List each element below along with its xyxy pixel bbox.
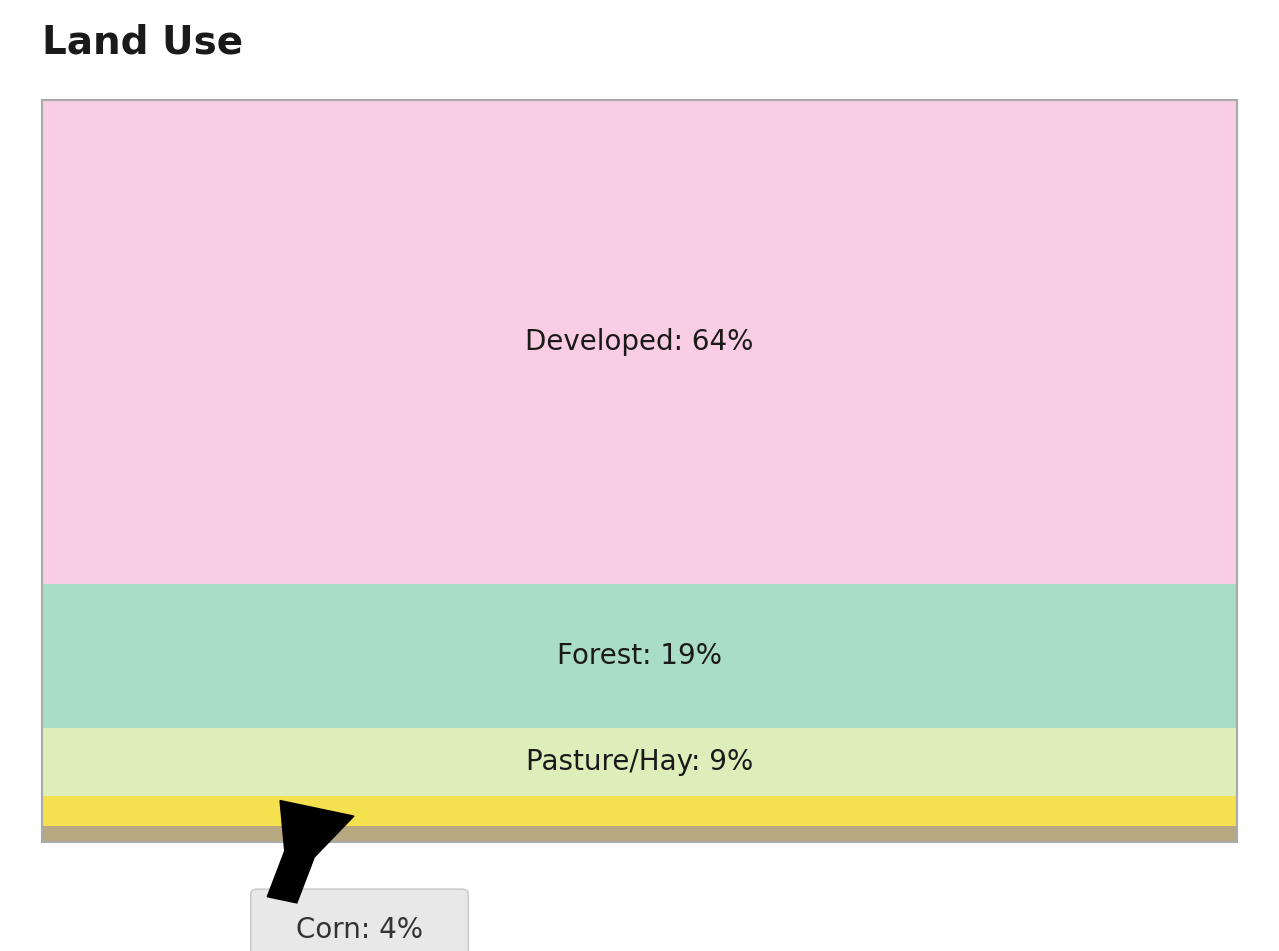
Text: Corn: 4%: Corn: 4%: [295, 916, 423, 943]
Text: Forest: 19%: Forest: 19%: [556, 642, 723, 670]
Polygon shape: [267, 801, 354, 902]
Text: Developed: 64%: Developed: 64%: [526, 328, 753, 356]
Bar: [42, 100, 1237, 842]
Bar: [42, 584, 1237, 728]
Text: Land Use: Land Use: [42, 24, 243, 62]
Bar: [42, 826, 1237, 842]
Text: Pasture/Hay: 9%: Pasture/Hay: 9%: [526, 748, 753, 776]
Bar: [42, 728, 1237, 796]
Bar: [42, 100, 1237, 584]
Bar: [42, 796, 1237, 826]
FancyBboxPatch shape: [251, 889, 468, 951]
